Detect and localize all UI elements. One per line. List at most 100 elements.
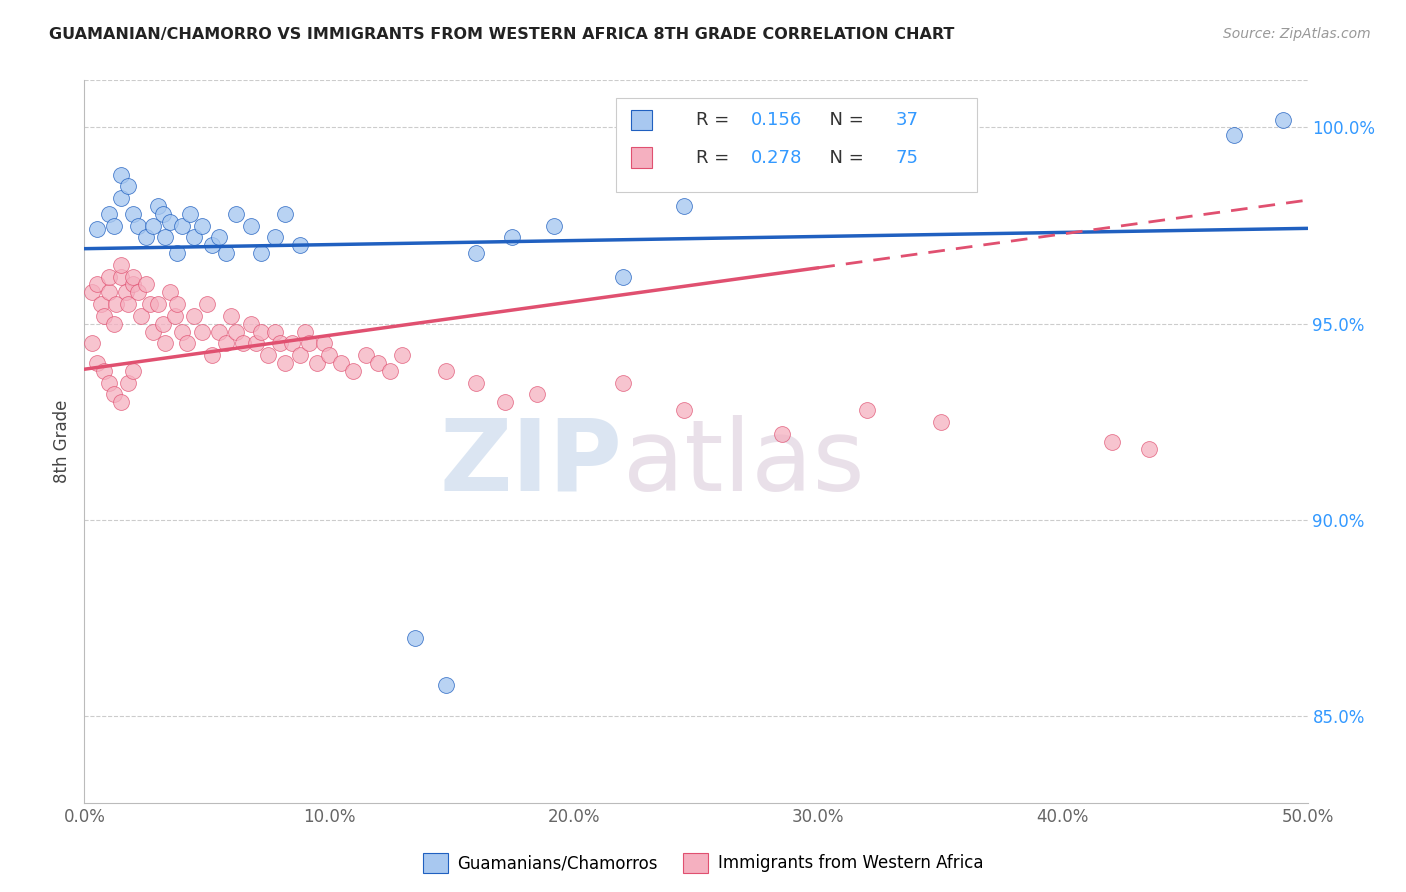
Point: [318, 348, 340, 362]
Point: [142, 325, 165, 339]
Text: ZIP: ZIP: [440, 415, 623, 512]
Point: [612, 376, 634, 390]
Point: [314, 336, 336, 351]
Point: [166, 297, 188, 311]
Point: [232, 336, 254, 351]
Point: [93, 309, 115, 323]
Point: [159, 285, 181, 300]
Point: [672, 199, 695, 213]
Point: [103, 317, 125, 331]
Point: [200, 348, 222, 362]
Point: [208, 230, 231, 244]
Point: [195, 297, 218, 311]
Point: [86, 222, 108, 236]
Point: [464, 246, 486, 260]
Point: [153, 336, 176, 351]
Point: [117, 297, 139, 311]
Point: [1137, 442, 1160, 457]
Text: atlas: atlas: [623, 415, 865, 512]
Point: [146, 199, 169, 213]
Point: [97, 285, 120, 300]
Point: [122, 277, 145, 292]
Point: [239, 317, 262, 331]
Point: [245, 336, 267, 351]
Point: [1101, 434, 1123, 449]
Point: [543, 219, 565, 233]
Point: [367, 356, 389, 370]
Bar: [631, 147, 652, 168]
Point: [354, 348, 377, 362]
Point: [305, 356, 328, 370]
Point: [103, 219, 125, 233]
Text: 0.156: 0.156: [751, 111, 803, 129]
Point: [115, 285, 138, 300]
Point: [110, 395, 132, 409]
Point: [219, 309, 242, 323]
Point: [526, 387, 548, 401]
Point: [612, 269, 634, 284]
Point: [179, 207, 201, 221]
Text: R =: R =: [696, 111, 735, 129]
Point: [86, 277, 108, 292]
Point: [117, 179, 139, 194]
Text: GUAMANIAN/CHAMORRO VS IMMIGRANTS FROM WESTERN AFRICA 8TH GRADE CORRELATION CHART: GUAMANIAN/CHAMORRO VS IMMIGRANTS FROM WE…: [49, 27, 955, 42]
Point: [191, 219, 214, 233]
Point: [342, 364, 364, 378]
Point: [391, 348, 413, 362]
Y-axis label: 8th Grade: 8th Grade: [53, 400, 72, 483]
Point: [264, 325, 287, 339]
Text: R =: R =: [696, 149, 735, 167]
Text: 75: 75: [896, 149, 918, 167]
Point: [436, 364, 458, 378]
Point: [330, 356, 353, 370]
Point: [97, 207, 120, 221]
Point: [257, 348, 280, 362]
Point: [146, 297, 169, 311]
Bar: [616, 98, 977, 193]
Point: [122, 364, 145, 378]
Point: [239, 219, 262, 233]
Point: [153, 230, 176, 244]
Text: 0.278: 0.278: [751, 149, 803, 167]
Point: [183, 230, 205, 244]
Point: [117, 376, 139, 390]
Point: [129, 309, 152, 323]
Point: [135, 277, 157, 292]
Point: [110, 269, 132, 284]
Point: [288, 238, 311, 252]
Point: [152, 207, 174, 221]
Text: N =: N =: [818, 111, 870, 129]
Point: [159, 214, 181, 228]
Point: [135, 230, 157, 244]
Point: [215, 246, 238, 260]
Point: [208, 325, 231, 339]
Point: [127, 285, 149, 300]
Point: [281, 336, 304, 351]
Point: [770, 426, 793, 441]
Point: [672, 403, 695, 417]
Point: [1223, 128, 1246, 143]
Text: N =: N =: [818, 149, 870, 167]
Point: [86, 356, 108, 370]
Point: [142, 219, 165, 233]
Point: [110, 258, 132, 272]
Point: [93, 364, 115, 378]
Point: [494, 395, 516, 409]
Point: [1272, 112, 1295, 127]
Point: [274, 207, 297, 221]
Point: [183, 309, 205, 323]
Point: [200, 238, 222, 252]
Point: [502, 230, 524, 244]
Point: [172, 219, 194, 233]
Point: [436, 678, 458, 692]
Point: [103, 387, 125, 401]
Point: [215, 336, 238, 351]
Point: [225, 207, 247, 221]
Point: [404, 631, 426, 645]
Point: [249, 325, 271, 339]
Point: [163, 309, 186, 323]
Point: [856, 403, 879, 417]
Point: [298, 336, 321, 351]
Point: [166, 246, 188, 260]
Point: [264, 230, 287, 244]
